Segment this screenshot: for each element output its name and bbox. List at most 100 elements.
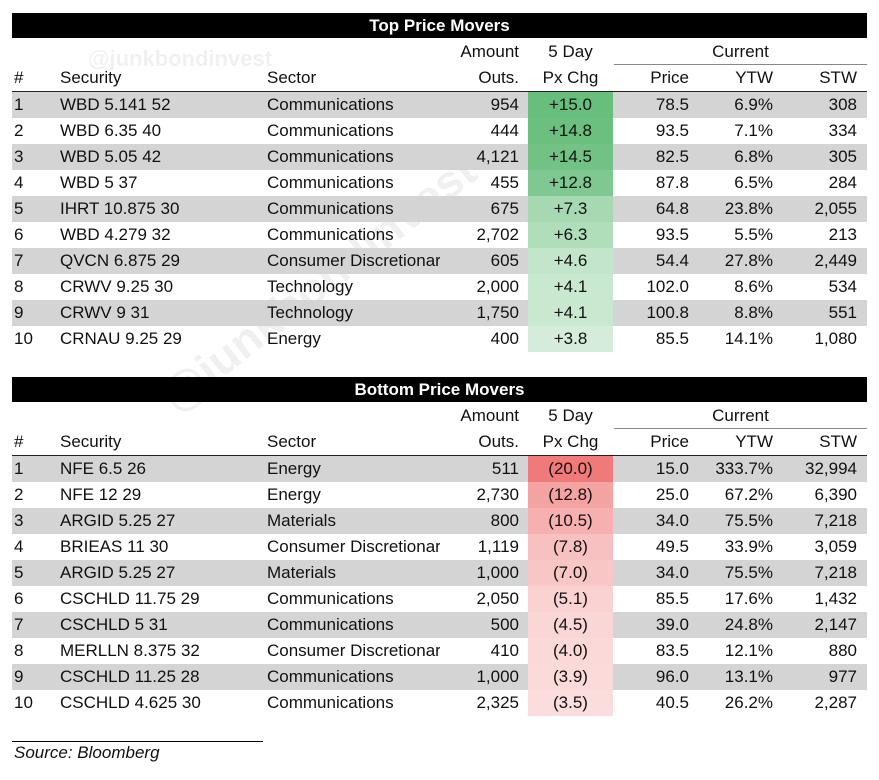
change-cell-bg	[528, 586, 613, 612]
change-cell-bg	[528, 248, 613, 274]
header-cell: STW	[819, 432, 857, 451]
table-cell: 1,750	[476, 303, 519, 322]
table-cell: 102.0	[646, 277, 689, 296]
table-cell: Consumer Discretionary	[267, 251, 440, 270]
table-cell: Energy	[267, 459, 321, 478]
header-rule	[12, 91, 867, 92]
table-cell: 15.0	[655, 459, 689, 478]
change-cell-bg	[528, 560, 613, 586]
table-cell: +14.5	[548, 147, 592, 166]
table-cell: (7.0)	[553, 563, 588, 582]
header-cell: Current	[712, 406, 769, 425]
row-shade	[12, 300, 867, 326]
table-cell: 1,000	[476, 667, 519, 686]
table-title: Top Price Movers	[12, 13, 867, 38]
table-cell: 213	[828, 225, 857, 244]
change-cell-bg	[528, 118, 613, 144]
header-cell: Px Chg	[542, 68, 599, 87]
header-cell: 5 Day	[548, 42, 593, 61]
table-cell: 96.0	[655, 667, 689, 686]
table-cell: 1,080	[814, 329, 857, 348]
row-shade	[12, 196, 867, 222]
table-cell: BRIEAS 11 30	[60, 537, 169, 556]
change-cell-bg	[528, 326, 613, 352]
table-cell: 305	[828, 147, 857, 166]
table-cell: Communications	[267, 615, 394, 634]
table-cell: 8.8%	[734, 303, 773, 322]
table-cell: (3.5)	[553, 693, 588, 712]
table-cell: CRWV 9 31	[60, 303, 150, 322]
table-cell: 24.8%	[724, 615, 773, 634]
header-cell: Security	[60, 432, 122, 451]
table-cell: 455	[490, 173, 519, 192]
table-cell: IHRT 10.875 30	[60, 199, 180, 218]
table-cell: 85.5	[655, 329, 689, 348]
table-cell: 4	[14, 537, 24, 556]
table-cell: NFE 12 29	[60, 485, 142, 504]
table-cell: Communications	[267, 589, 394, 608]
table-cell: 410	[490, 641, 519, 660]
header-cell: #	[14, 68, 24, 87]
table-cell: 2,449	[814, 251, 857, 270]
table-cell: 6	[14, 589, 24, 608]
table-cell: Communications	[267, 95, 394, 114]
table-cell: 5.5%	[734, 225, 773, 244]
table-cell: MERLLN 8.375 32	[60, 641, 200, 660]
header-cell: Sector	[267, 68, 317, 87]
header-cell: YTW	[735, 68, 773, 87]
table-cell: 10	[14, 329, 33, 348]
table-cell: (5.1)	[553, 589, 588, 608]
table-cell: 675	[490, 199, 519, 218]
table-cell: 27.8%	[724, 251, 773, 270]
table-cell: 7.1%	[734, 121, 773, 140]
table-cell: +4.1	[553, 303, 588, 322]
table-cell: 6.8%	[734, 147, 773, 166]
table-cell: (4.0)	[553, 641, 588, 660]
header-cell: Outs.	[478, 432, 519, 451]
table-cell: Communications	[267, 225, 394, 244]
table-cell: 9	[14, 667, 24, 686]
header-rule	[12, 455, 867, 456]
change-cell-bg	[528, 690, 613, 716]
row-shade	[12, 144, 867, 170]
table-cell: +4.1	[553, 277, 588, 296]
table-cell: 4	[14, 173, 24, 192]
table-cell: CRNAU 9.25 29	[60, 329, 182, 348]
row-shade	[12, 612, 867, 638]
table-cell: 4,121	[476, 147, 519, 166]
header-cell: Price	[650, 68, 689, 87]
table-cell: 34.0	[655, 511, 689, 530]
table-cell: 6,390	[814, 485, 857, 504]
table-cell: 2	[14, 485, 24, 504]
header-cell: #	[14, 432, 24, 451]
table-cell: 2,000	[476, 277, 519, 296]
table-cell: 39.0	[655, 615, 689, 634]
table-cell: WBD 4.279 32	[60, 225, 171, 244]
table-cell: 1,119	[477, 537, 519, 556]
table-cell: 605	[490, 251, 519, 270]
table-cell: 2,055	[814, 199, 857, 218]
table-cell: Consumer Discretionary	[267, 641, 440, 660]
change-cell-bg	[528, 638, 613, 664]
row-shade	[12, 92, 867, 118]
table-cell: 64.8	[655, 199, 689, 218]
table-cell: Energy	[267, 329, 321, 348]
table-cell: +4.6	[553, 251, 588, 270]
table-cell: 5	[14, 199, 24, 218]
table-cell: 12.1%	[724, 641, 773, 660]
table-cell: 1,432	[814, 589, 857, 608]
table-cell: 977	[828, 667, 857, 686]
table-cell: 5	[14, 563, 24, 582]
change-cell-bg	[528, 196, 613, 222]
watermark: @junkbondinvest	[88, 46, 273, 71]
table-cell: 333.7%	[715, 459, 773, 478]
change-cell-bg	[528, 664, 613, 690]
table-cell: CSCHLD 11.25 28	[60, 667, 200, 686]
table-cell: +7.3	[553, 199, 588, 218]
table-cell: Communications	[267, 199, 394, 218]
table-cell: 534	[828, 277, 857, 296]
table-cell: +3.8	[553, 329, 588, 348]
table-cell: 14.1%	[724, 329, 773, 348]
table-cell: 23.8%	[724, 199, 773, 218]
